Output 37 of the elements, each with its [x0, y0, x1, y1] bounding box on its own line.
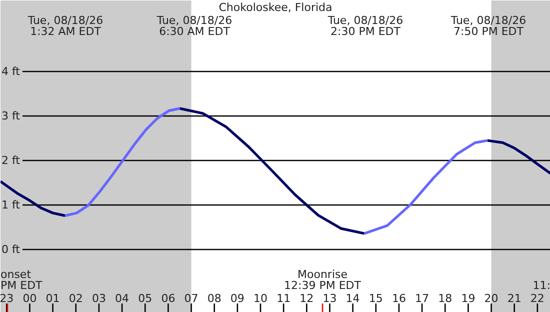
x-tick-label: 02	[68, 292, 83, 305]
y-tick-label: 0 ft	[2, 242, 21, 256]
annotation: Tue, 08/18/26 2:30 PM EDT	[326, 14, 404, 38]
x-tick-label: 20	[484, 292, 498, 305]
annotation: Moonrise 12:39 PM EDT	[284, 268, 362, 292]
annotation: onset PM EDT	[0, 268, 43, 292]
x-tick-label: 00	[22, 292, 37, 305]
x-tick-label: 06	[161, 292, 176, 305]
x-tick-label: 10	[254, 292, 268, 305]
chart-title: Chokoloskee, Florida	[218, 1, 332, 14]
x-tick-label: 08	[207, 292, 222, 305]
x-tick-label: 16	[392, 292, 406, 305]
x-tick-label: 05	[138, 292, 152, 305]
x-tick-label: 15	[368, 292, 383, 305]
x-tick-label: 19	[461, 292, 476, 305]
annotation: Tue, 08/18/26 7:50 PM EDT	[450, 14, 526, 38]
y-tick-label: 3 ft	[2, 110, 21, 123]
x-tick-label: 09	[230, 292, 244, 305]
y-tick-label: 1 ft	[2, 198, 21, 212]
x-tick-label: 13	[322, 292, 337, 305]
x-tick-label: 23	[0, 292, 14, 305]
y-tick-label: 2 ft	[2, 154, 21, 168]
x-tick-label: 01	[46, 292, 60, 305]
x-tick-label: 12	[300, 292, 314, 305]
x-tick-label: 03	[92, 292, 106, 305]
x-tick-label: 14	[346, 292, 360, 305]
x-tick-label: 11	[276, 292, 291, 305]
x-tick-label: 21	[507, 292, 522, 305]
x-tick-label: 07	[184, 292, 198, 305]
annotation: 11:	[532, 279, 550, 292]
annotation: Tue, 08/18/26 1:32 AM EDT	[26, 14, 104, 38]
x-tick-label: 22	[530, 292, 544, 305]
x-tick-label: 18	[438, 292, 452, 305]
annotation: Tue, 08/18/26 6:30 AM EDT	[156, 14, 232, 38]
y-tick-label: 4 ft	[2, 65, 21, 78]
x-tick-label: 04	[115, 292, 130, 305]
x-tick-label: 17	[415, 292, 430, 305]
